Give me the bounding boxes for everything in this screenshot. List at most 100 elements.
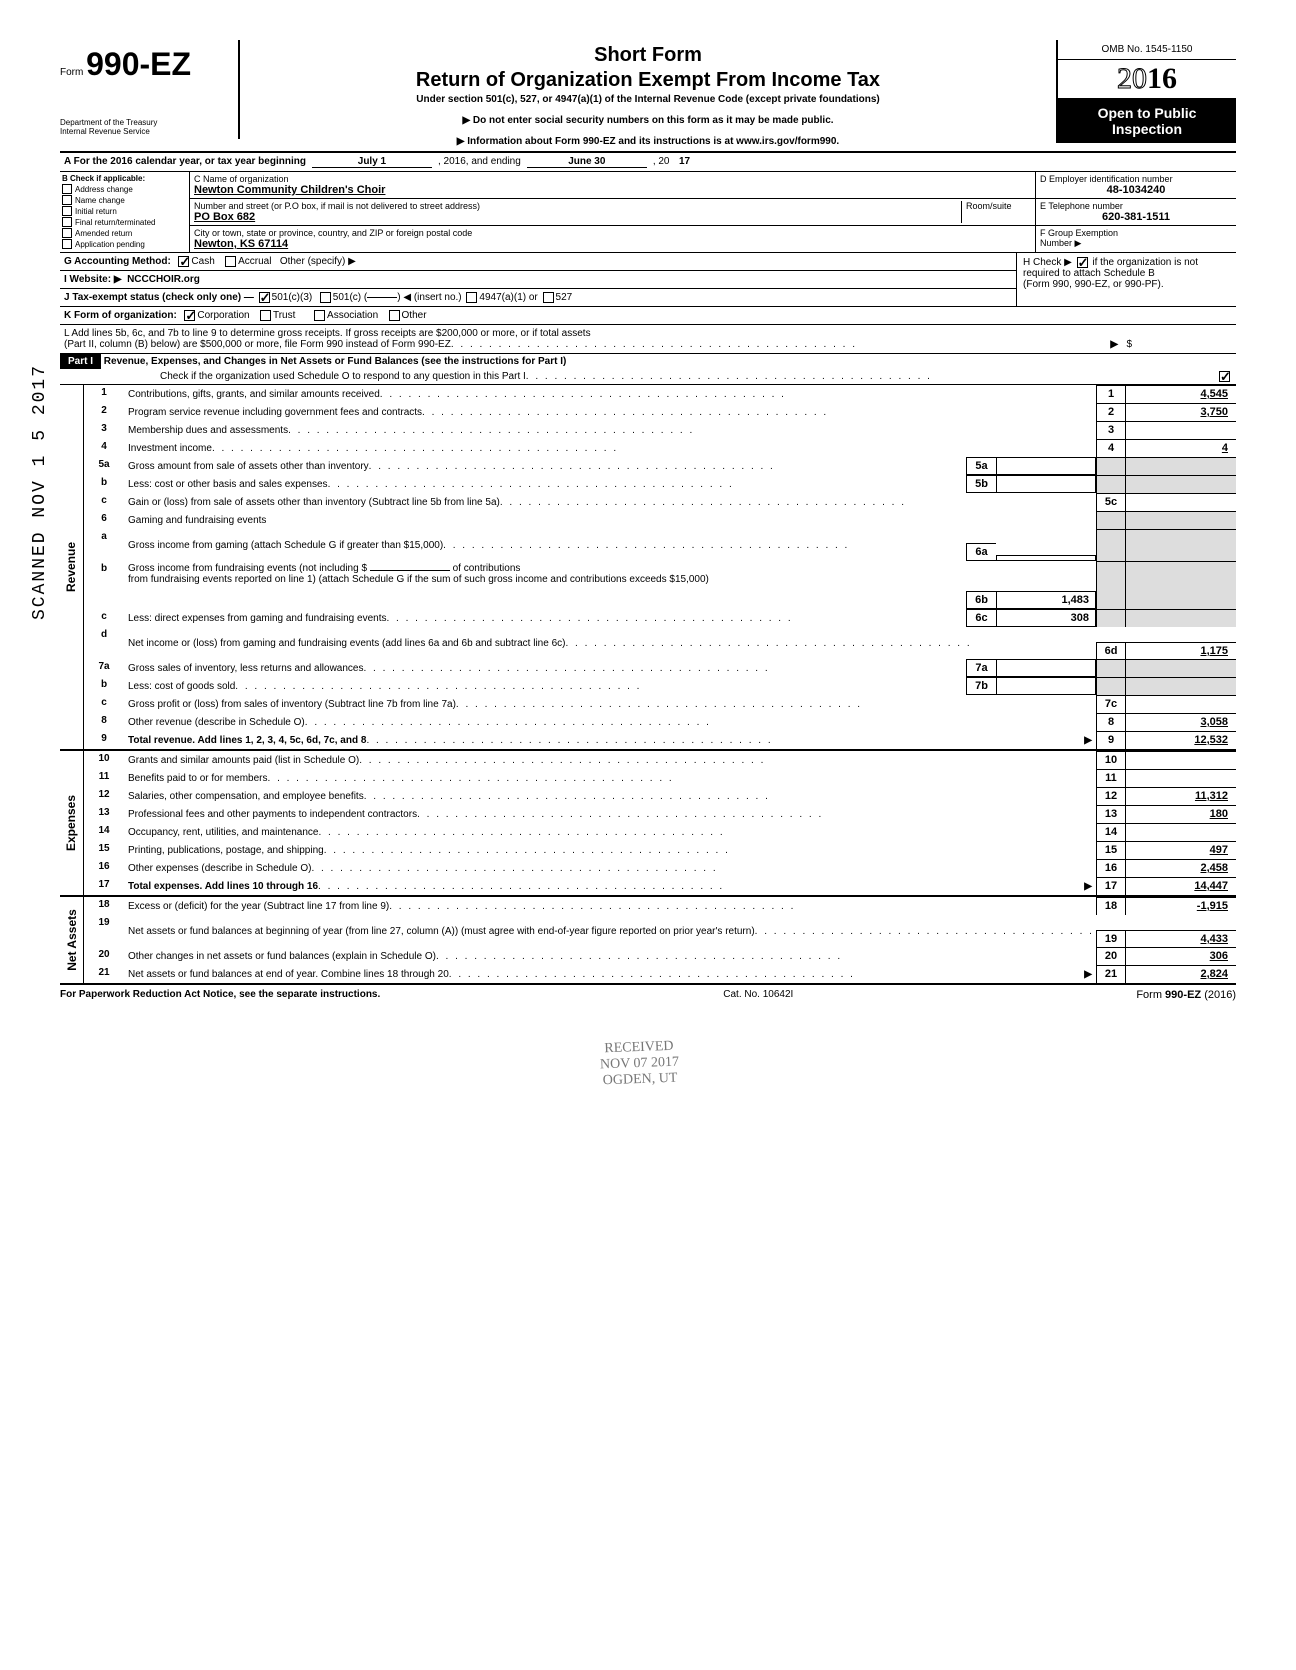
ein-row: D Employer identification number 48-1034… [1036,172,1236,199]
right-num: 5c [1096,493,1126,511]
line-5b: b Less: cost or other basis and sales ex… [84,475,1236,493]
footer-right: Form 990-EZ (2016) [1136,989,1236,1001]
chk-527[interactable] [543,292,554,303]
line-5c: c Gain or (loss) from sale of assets oth… [84,493,1236,511]
sub-val [996,555,1096,561]
tax-year: 2016 [1058,60,1236,99]
line-num: c [84,609,124,627]
chk-501c[interactable] [320,292,331,303]
chk-final-return[interactable]: Final return/terminated [62,217,187,227]
right-num: 17 [1096,877,1126,895]
open-inspection: Open to Public Inspection [1058,99,1236,143]
right-val: 2,824 [1126,965,1236,983]
website-value: NCCCHOIR.org [127,274,200,285]
checkbox-icon [62,195,72,205]
line-num: 20 [84,947,124,965]
row-l-text2: (Part II, column (B) below) are $500,000… [64,339,451,350]
line-text: Printing, publications, postage, and shi… [128,845,324,856]
year-end-yr: 17 [670,156,700,168]
line-15: 15 Printing, publications, postage, and s… [84,841,1236,859]
form-header: Form 990-EZ Department of the Treasury I… [60,40,1236,153]
right-num-shaded [1096,659,1126,677]
notice-ssn: ▶ Do not enter social security numbers o… [248,115,1048,126]
part-i-title: Revenue, Expenses, and Changes in Net As… [104,356,567,367]
line-num: 17 [84,877,124,895]
footer-center: Cat. No. 10642I [723,989,793,1001]
open-line1: Open to Public [1060,105,1234,121]
line-text: Other changes in net assets or fund bala… [128,951,436,962]
street-label: Number and street (or P.O box, if mail i… [194,201,961,211]
line-6b: b Gross income from fundraising events (… [84,561,1236,609]
line-12: 12 Salaries, other compensation, and empl… [84,787,1236,805]
line-1: 1 Contributions, gifts, grants, and simi… [84,385,1236,403]
line-text: Other revenue (describe in Schedule O) [128,717,305,728]
line-num: 15 [84,841,124,859]
right-val: 4 [1126,439,1236,457]
assoc-label: Association [327,310,378,321]
chk-amended-return[interactable]: Amended return [62,228,187,238]
subtitle: Under section 501(c), 527, or 4947(a)(1)… [248,94,1048,105]
sub-val [996,457,1096,475]
form-number-value: 990-EZ [86,46,191,82]
arrow-icon: ▶ [1084,969,1092,980]
line-3: 3 Membership dues and assessments 3 [84,421,1236,439]
right-val: 4,433 [1126,930,1236,947]
line-text2: of contributions [453,563,521,574]
chk-501c3[interactable] [259,292,270,303]
checkbox-icon [62,228,72,238]
line-10: 10Grants and similar amounts paid (list … [84,751,1236,769]
phone-row: E Telephone number 620-381-1511 [1036,199,1236,226]
return-title: Return of Organization Exempt From Incom… [248,69,1048,92]
sub-num: 7b [966,677,996,695]
chk-schedule-b[interactable] [1077,257,1088,268]
line-text: Gross amount from sale of assets other t… [128,461,369,472]
checkbox-icon [62,206,72,216]
line-num: a [84,529,124,561]
opt-501c3: 501(c)(3) [272,292,313,303]
line-num: 10 [84,751,124,769]
line-text: Salaries, other compensation, and employ… [128,791,364,802]
chk-4947[interactable] [466,292,477,303]
right-num: 18 [1096,897,1126,915]
chk-initial-return[interactable]: Initial return [62,206,187,216]
row-j-label: J Tax-exempt status (check only one) — [64,292,254,303]
sub-num: 6b [966,591,996,609]
line-num: 9 [84,731,124,749]
right-num-shaded [1096,609,1126,627]
room-label: Room/suite [961,201,1031,223]
open-line2: Inspection [1060,121,1234,137]
right-val [1126,421,1236,439]
chk-application-pending[interactable]: Application pending [62,239,187,249]
chk-address-change[interactable]: Address change [62,184,187,194]
right-num: 12 [1096,787,1126,805]
sub-num: 5b [966,475,996,493]
footer-form-number: 990-EZ [1165,989,1201,1001]
sub-val: 1,483 [996,591,1096,609]
row-h-text3: (Form 990, 990-EZ, or 990-PF). [1023,279,1164,290]
chk-corporation[interactable] [184,310,195,321]
right-num-shaded [1096,529,1126,561]
city-label: City or town, state or province, country… [194,228,1031,238]
line-text: Less: cost of goods sold [128,681,235,692]
line-text: Gain or (loss) from sale of assets other… [128,497,500,508]
chk-label: Name change [75,196,125,205]
chk-schedule-o[interactable] [1219,371,1230,382]
chk-association[interactable] [314,310,325,321]
chk-name-change[interactable]: Name change [62,195,187,205]
line-text: Gross income from fundraising events (no… [128,563,367,574]
right-val [1126,493,1236,511]
sub-val: 308 [996,609,1096,627]
revenue-lines: 1 Contributions, gifts, grants, and simi… [84,385,1236,749]
expense-lines: 10Grants and similar amounts paid (list … [84,751,1236,895]
right-num: 11 [1096,769,1126,787]
chk-other-org[interactable] [389,310,400,321]
chk-accrual[interactable] [225,256,236,267]
chk-cash[interactable] [178,256,189,267]
right-num-shaded [1096,475,1126,493]
right-val [1126,823,1236,841]
line-text: Less: direct expenses from gaming and fu… [128,613,386,624]
sub-val [996,659,1096,677]
line-text: Contributions, gifts, grants, and simila… [128,389,380,400]
chk-trust[interactable] [260,310,271,321]
line-text: Net assets or fund balances at beginning… [128,926,755,937]
